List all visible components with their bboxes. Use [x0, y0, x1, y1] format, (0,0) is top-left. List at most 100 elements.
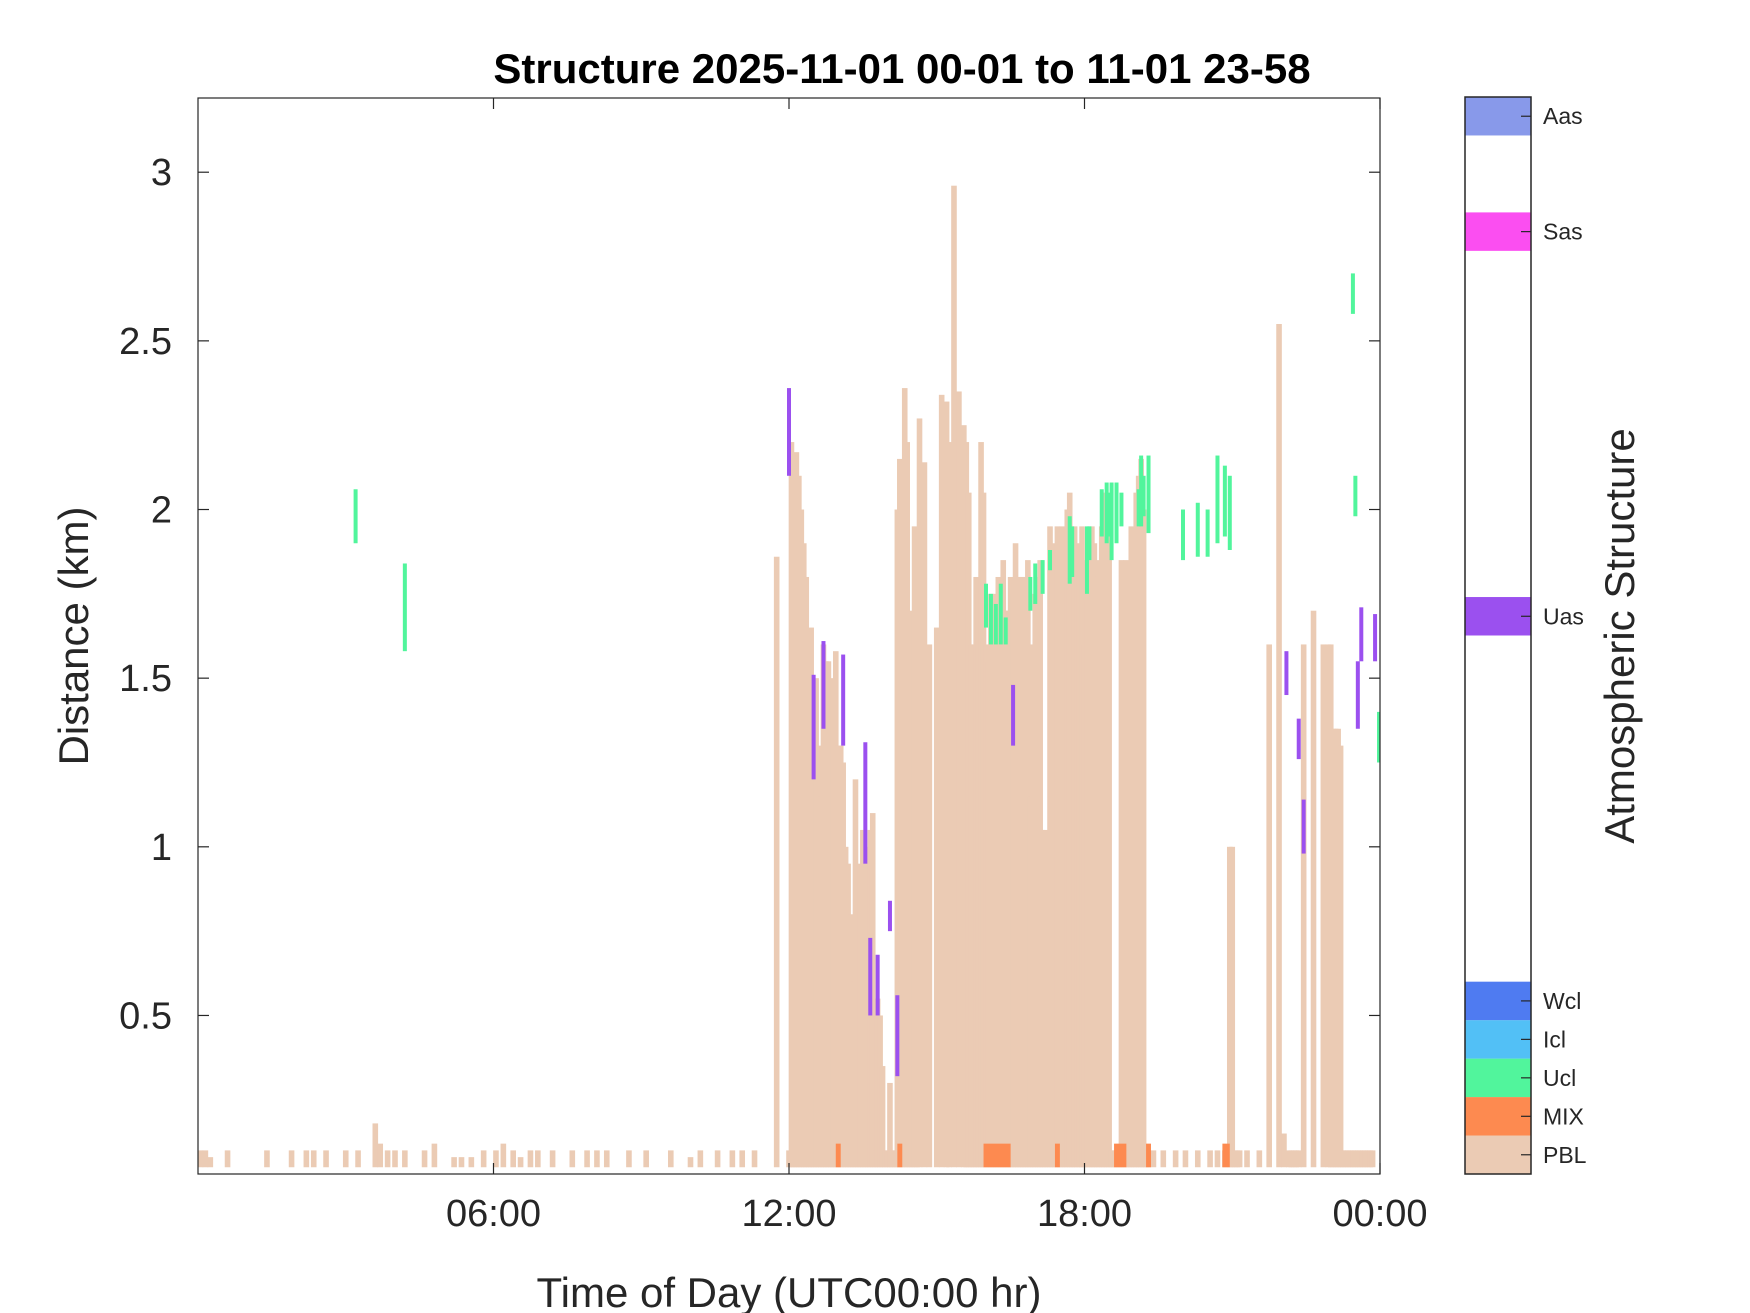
pbl-bar — [869, 813, 876, 1168]
pbl-bar — [468, 1157, 475, 1168]
pbl-bar — [1214, 1150, 1221, 1168]
pbl-bar — [921, 462, 928, 1168]
pbl-bar — [431, 1143, 438, 1168]
pbl-bar — [1337, 745, 1344, 1168]
ucl-bar — [1146, 455, 1151, 534]
ucl-bar — [1139, 455, 1144, 527]
y-axis-label: Distance (km) — [50, 506, 97, 765]
ucl-bar — [1377, 711, 1380, 763]
pbl-bar — [916, 418, 923, 1168]
ucl-bar — [1205, 509, 1210, 557]
colorbar-tick-label-sas: Sas — [1543, 219, 1583, 245]
mix-bar — [835, 1143, 841, 1168]
pbl-bar — [1320, 644, 1327, 1168]
colorbar-tick-label-ucl: Ucl — [1543, 1065, 1576, 1091]
pbl-bar — [584, 1150, 590, 1168]
pbl-bar — [1236, 1150, 1243, 1168]
uas-bar — [1284, 651, 1289, 696]
x-axis-label: Time of Day (UTC00:00 hr) — [537, 1269, 1042, 1313]
pbl-bar — [938, 394, 945, 1168]
y-tick-label: 2 — [151, 490, 172, 532]
pbl-bar — [739, 1150, 746, 1168]
mix-bar — [897, 1143, 903, 1168]
colorbar-band-aas — [1465, 97, 1531, 136]
pbl-bar — [1256, 1150, 1263, 1168]
pbl-bar — [1276, 323, 1282, 1168]
pbl-bar — [202, 1150, 209, 1168]
colorbar-ticks: PBL MIX Ucl Icl Wcl Uas Sas Aas — [1521, 103, 1587, 1168]
colorbar-tick-label-wcl: Wcl — [1543, 988, 1581, 1014]
pbl-bar — [729, 1150, 736, 1168]
pbl-bar — [303, 1150, 310, 1168]
pbl-bar — [668, 1150, 674, 1168]
ucl-bar — [1070, 526, 1075, 577]
colorbar-bands — [1465, 97, 1531, 1174]
pbl-bar — [342, 1150, 349, 1168]
ucl-bar — [984, 583, 988, 628]
ucl-bar — [353, 489, 358, 544]
pbl-bar — [1194, 1150, 1201, 1168]
ucl-bar — [1181, 509, 1185, 561]
x-axis: 06:00 12:00 18:00 00:00 — [446, 98, 1428, 1235]
pbl-bar — [372, 1123, 379, 1168]
uas-bar — [1296, 718, 1301, 760]
ucl-bar — [402, 563, 407, 652]
pbl-bar — [323, 1150, 329, 1168]
pbl-bar — [500, 1143, 507, 1168]
pbl-bar — [1123, 560, 1130, 1168]
uas-bar — [868, 937, 873, 1016]
pbl-bar — [355, 1150, 361, 1168]
uas-bar — [887, 900, 892, 932]
pbl-bar — [527, 1150, 534, 1168]
uas-bar — [895, 995, 900, 1077]
ucl-bar — [1028, 576, 1033, 611]
pbl-bar — [517, 1157, 524, 1168]
pbl-bar — [626, 1150, 632, 1168]
pbl-bar — [1172, 1150, 1179, 1168]
ucl-bars — [353, 273, 1380, 763]
pbl-bar — [643, 1150, 649, 1168]
pbl-bar — [421, 1150, 428, 1168]
pbl-bar — [310, 1150, 317, 1168]
ucl-bar — [1087, 526, 1092, 561]
ucl-bar — [1033, 563, 1038, 604]
pbl-bar — [1369, 1150, 1376, 1168]
ucl-bar — [1141, 475, 1146, 517]
colorbar-tick-label-uas: Uas — [1543, 603, 1584, 629]
pbl-bar — [751, 1150, 758, 1168]
mix-bars — [835, 1143, 1230, 1168]
mix-bar — [1146, 1143, 1151, 1168]
pbl-bar — [879, 1066, 886, 1168]
ucl-bar — [1084, 526, 1089, 594]
pbl-bar — [510, 1150, 516, 1168]
pbl-bar — [887, 1082, 893, 1168]
ucl-bar — [1215, 455, 1220, 544]
mix-bar — [1114, 1143, 1127, 1168]
colorbar-tick-label-aas: Aas — [1543, 103, 1583, 129]
pbl-bar — [594, 1150, 600, 1168]
ucl-bar — [1067, 516, 1072, 584]
y-axis: 0.5 1 1.5 2 2.5 3 — [119, 152, 1380, 1037]
colorbar: PBL MIX Ucl Icl Wcl Uas Sas Aas Atmospheric Str… — [1464, 96, 1643, 1175]
mix-bar — [1222, 1143, 1230, 1168]
pbl-bar — [951, 185, 957, 1168]
ucl-bar — [1350, 273, 1355, 314]
pbl-bar — [493, 1150, 499, 1168]
pbl-bar — [451, 1157, 457, 1168]
uas-bar — [821, 641, 826, 729]
pbl-bar — [1295, 1150, 1302, 1168]
colorbar-tick-label-icl: Icl — [1543, 1026, 1566, 1052]
pbl-bar — [207, 1157, 214, 1168]
mix-bar — [1054, 1143, 1060, 1168]
uas-bar — [875, 954, 880, 1016]
pbl-bar — [377, 1143, 384, 1168]
pbl-bar — [264, 1150, 270, 1168]
ucl-bar — [1353, 475, 1358, 517]
pbl-bar — [1300, 644, 1307, 1168]
pbl-bar — [1140, 509, 1147, 1168]
colorbar-band-wcl — [1465, 981, 1531, 1021]
ucl-bar — [1109, 482, 1114, 561]
pbl-bar — [933, 627, 940, 1168]
pbl-bar — [535, 1150, 541, 1168]
